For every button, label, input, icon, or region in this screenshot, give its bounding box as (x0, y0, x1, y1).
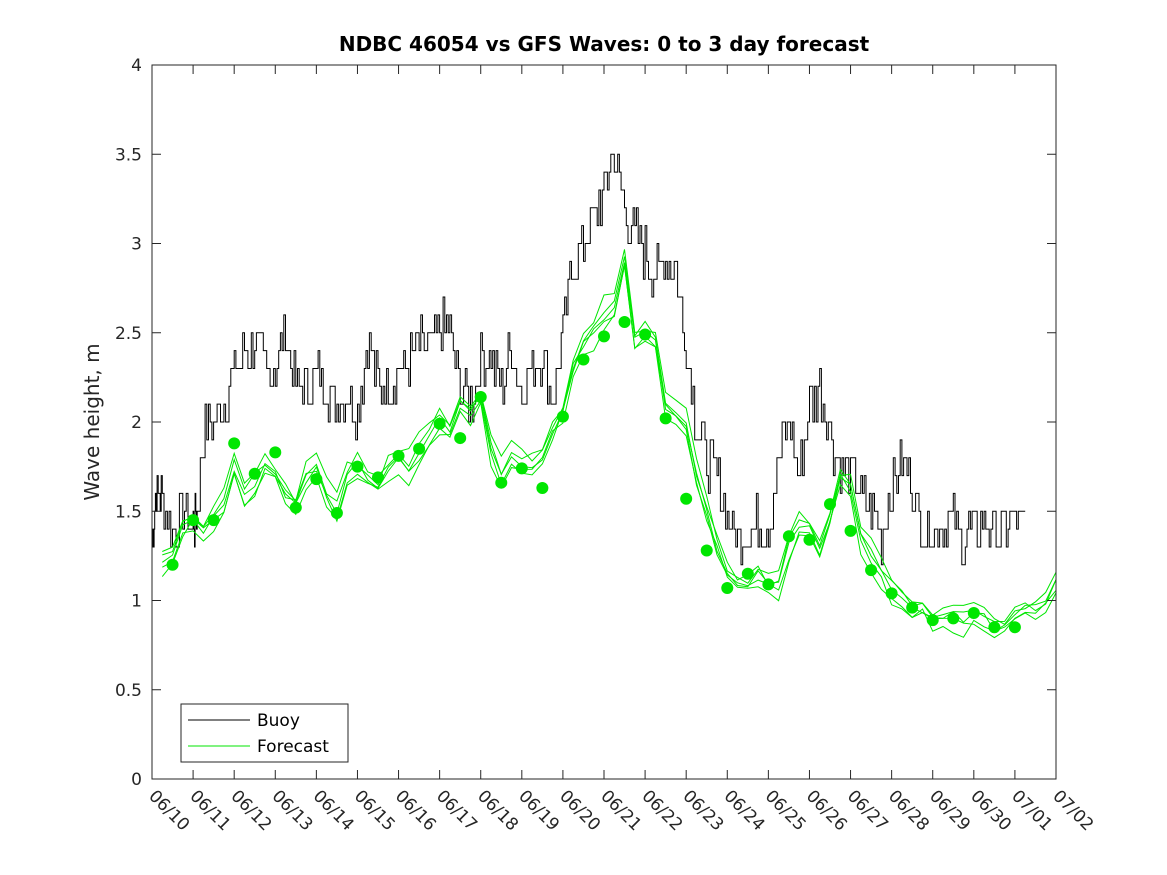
forecast-point (495, 476, 508, 489)
forecast-point (988, 621, 1001, 634)
forecast-point (680, 492, 693, 505)
plot-area (152, 153, 1057, 639)
forecast-point (947, 612, 960, 625)
forecast-point (248, 467, 261, 480)
forecast-point (618, 316, 631, 329)
forecast-traces (161, 249, 1057, 639)
forecast-point (803, 533, 816, 546)
forecast-point (207, 514, 220, 527)
y-tick-label: 0.5 (115, 681, 142, 701)
forecast-point (700, 544, 713, 557)
forecast-point (413, 442, 426, 455)
forecast-point (659, 412, 672, 425)
forecast-point (330, 507, 343, 520)
forecast-point (782, 530, 795, 543)
legend-box (180, 703, 349, 763)
chart-title: NDBC 46054 vs GFS Waves: 0 to 3 day fore… (339, 32, 870, 56)
forecast-point (228, 437, 241, 450)
forecast-point (372, 471, 384, 484)
forecast-point (639, 328, 652, 341)
y-tick-label: 0 (131, 770, 142, 790)
forecast-line (161, 265, 1057, 639)
forecast-point (187, 514, 200, 527)
legend-label-buoy: Buoy (257, 711, 300, 731)
legend-label-forecast: Forecast (257, 737, 329, 757)
y-axis-label: Wave height, m (80, 343, 104, 500)
forecast-point (433, 417, 446, 430)
forecast-point (741, 567, 754, 580)
forecast-point (269, 446, 282, 459)
forecast-point (556, 410, 569, 423)
forecast-point (310, 473, 323, 486)
y-tick-label: 1 (131, 592, 142, 612)
forecast-point (926, 614, 939, 627)
forecast-point (454, 432, 467, 445)
forecast-point (865, 564, 878, 577)
forecast-line (162, 265, 1057, 638)
y-axis-ticks: 0 0.5 1 1.5 2 2.5 3 3.5 4 (115, 56, 1056, 790)
forecast-point (906, 601, 919, 614)
forecast-point (289, 501, 302, 514)
forecast-point (762, 578, 775, 591)
forecast-point (474, 391, 487, 404)
forecast-point (577, 353, 590, 366)
buoy-line (152, 153, 1026, 566)
forecast-markers (166, 316, 1021, 634)
forecast-point (351, 460, 364, 473)
forecast-line (162, 249, 1057, 625)
y-tick-label: 2 (131, 413, 142, 433)
buoy-trace (152, 153, 1026, 566)
legend: Buoy Forecast (180, 703, 349, 763)
forecast-line (162, 256, 1057, 623)
y-tick-label: 4 (131, 56, 142, 76)
forecast-point (392, 449, 405, 462)
forecast-point (967, 606, 980, 619)
y-tick-label: 1.5 (115, 502, 142, 522)
y-tick-label: 2.5 (115, 324, 142, 344)
forecast-point (515, 462, 528, 475)
forecast-point (824, 498, 836, 511)
y-tick-label: 3.5 (115, 145, 142, 165)
forecast-point (166, 558, 179, 571)
forecast-point (844, 524, 857, 537)
forecast-point (885, 587, 898, 600)
forecast-point (1008, 621, 1021, 634)
forecast-line (162, 262, 1057, 632)
y-tick-label: 3 (131, 235, 142, 255)
forecast-point (536, 482, 549, 495)
forecast-point (721, 582, 734, 595)
forecast-point (598, 330, 610, 343)
